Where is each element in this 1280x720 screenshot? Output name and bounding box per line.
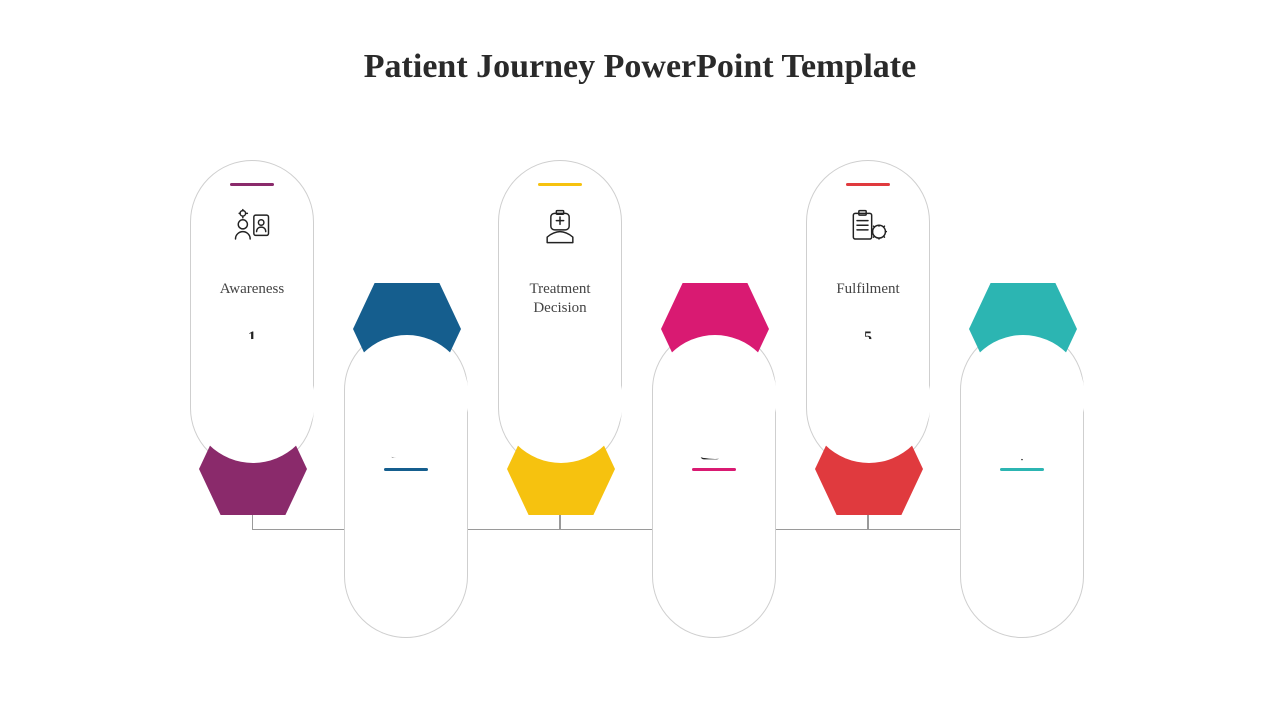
- treatment-icon: [536, 204, 584, 252]
- accent-bar: [538, 183, 582, 186]
- accent-bar: [1000, 468, 1044, 471]
- stage-maintenance: 6 Maintenance: [960, 328, 1084, 638]
- awareness-icon: [228, 204, 276, 252]
- hex-badge: [199, 423, 307, 515]
- stage-payment: 4 Payment PAY: [652, 328, 776, 638]
- stage-area: Awareness 1 2 Diagnosis: [190, 160, 1110, 660]
- hex-badge: [507, 423, 615, 515]
- hex-badge: [661, 283, 769, 375]
- stage-label: Awareness: [202, 280, 302, 299]
- fulfilment-icon: [844, 204, 892, 252]
- accent-bar: [846, 183, 890, 186]
- hex-badge: [353, 283, 461, 375]
- stage-label: Fulfilment: [818, 280, 918, 299]
- accent-bar: [692, 468, 736, 471]
- stage-fulfilment: Fulfilment 5: [806, 160, 930, 470]
- hex-badge: [815, 423, 923, 515]
- stage-label: TreatmentDecision: [510, 280, 610, 318]
- hex-badge: [969, 283, 1077, 375]
- page-title: Patient Journey PowerPoint Template: [0, 48, 1280, 86]
- accent-bar: [230, 183, 274, 186]
- stage-treatment: TreatmentDecision 3: [498, 160, 622, 470]
- stage-diagnosis: 2 Diagnosis: [344, 328, 468, 638]
- accent-bar: [384, 468, 428, 471]
- stage-awareness: Awareness 1: [190, 160, 314, 470]
